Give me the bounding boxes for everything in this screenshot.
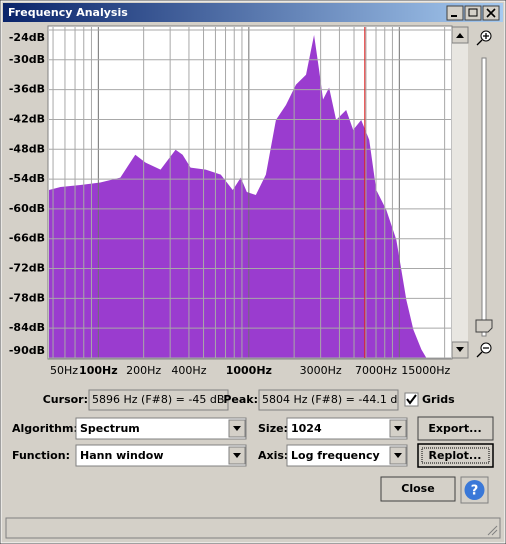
y-tick-label: -24dB xyxy=(9,31,45,44)
replot-button[interactable] xyxy=(417,443,494,468)
x-tick-label: 7000Hz xyxy=(355,364,397,377)
y-tick-label: -30dB xyxy=(9,53,45,66)
window-buttons[interactable] xyxy=(446,5,500,21)
axis-label: Axis: xyxy=(258,449,288,462)
dropdown-arrow xyxy=(394,426,402,431)
axis-value[interactable]: Log frequency xyxy=(291,449,380,462)
function-select[interactable] xyxy=(75,444,247,467)
peak-label: Peak: xyxy=(223,393,258,406)
cursor-readout: 5896 Hz (F#8) = -45 dB xyxy=(92,393,224,406)
export-label[interactable]: Export... xyxy=(428,422,481,435)
scroll-up-arrow xyxy=(456,33,464,38)
zoom-in-glyph xyxy=(476,33,489,46)
close-window-icon xyxy=(486,8,496,18)
replot-label[interactable]: Replot... xyxy=(429,449,482,462)
vertical-scrollbar[interactable] xyxy=(451,26,469,359)
peak-clip: 5804 Hz (F#8) = -44.1 dB xyxy=(262,393,405,406)
cursor-label: Cursor: xyxy=(43,393,88,406)
zoom-track[interactable] xyxy=(481,57,487,337)
export-button[interactable] xyxy=(417,416,494,441)
resize-grip[interactable] xyxy=(487,525,498,536)
dropdown-arrow xyxy=(394,453,402,458)
y-tick-label: -48dB xyxy=(9,142,45,155)
help-label[interactable]: ? xyxy=(471,484,479,499)
x-tick-label: 200Hz xyxy=(126,364,161,377)
help-icon xyxy=(464,480,485,500)
scroll-track[interactable] xyxy=(452,27,468,358)
peak-field xyxy=(258,389,399,411)
close-label[interactable]: Close xyxy=(401,482,434,495)
scroll-down-arrow xyxy=(456,347,464,352)
y-tick-label: -72dB xyxy=(9,262,45,275)
zoom-control[interactable] xyxy=(475,30,493,358)
function-value[interactable]: Hann window xyxy=(80,449,163,462)
y-tick-label: -66dB xyxy=(9,232,45,245)
y-tick-label: -78dB xyxy=(9,291,45,304)
title-bar xyxy=(3,3,503,22)
x-tick-label: 1000Hz xyxy=(226,364,272,377)
close-button[interactable] xyxy=(380,476,456,502)
grids-label[interactable]: Grids xyxy=(422,393,455,406)
cursor-field xyxy=(88,389,229,411)
dropdown-arrow xyxy=(233,453,241,458)
size-value[interactable]: 1024 xyxy=(291,422,322,435)
status-bar xyxy=(5,517,501,539)
dropdown-arrow xyxy=(233,426,241,431)
y-tick-label: -60dB xyxy=(9,202,45,215)
peak-readout: 5804 Hz (F#8) = -44.1 dB xyxy=(262,393,405,406)
maximize-icon xyxy=(468,8,478,17)
plot xyxy=(49,27,451,359)
cursor-clip: 5896 Hz (F#8) = -45 dB xyxy=(92,393,224,406)
algorithm-value[interactable]: Spectrum xyxy=(80,422,140,435)
algorithm-label: Algorithm: xyxy=(12,422,78,435)
y-tick-label: -42dB xyxy=(9,112,45,125)
x-tick-label: 50Hz xyxy=(50,364,78,377)
size-select[interactable] xyxy=(286,417,408,440)
grids-check xyxy=(406,394,417,405)
window-title: Frequency Analysis xyxy=(8,6,128,19)
x-tick-label: 100Hz xyxy=(79,364,118,377)
x-tick-label: 3000Hz xyxy=(300,364,342,377)
y-tick-label: -54dB xyxy=(9,172,45,185)
x-tick-label: 400Hz xyxy=(171,364,206,377)
maximize-button[interactable] xyxy=(464,5,482,21)
size-label: Size: xyxy=(258,422,288,435)
function-label: Function: xyxy=(12,449,70,462)
zoom-out-glyph xyxy=(476,347,489,358)
y-tick-label: -90dB xyxy=(9,344,45,357)
algorithm-select[interactable] xyxy=(75,417,247,440)
y-tick-label: -36dB xyxy=(9,83,45,96)
axis-select[interactable] xyxy=(286,444,408,467)
focus-rect xyxy=(421,447,490,464)
minimize-button[interactable] xyxy=(446,5,464,21)
y-tick-label: -84dB xyxy=(9,321,45,334)
zoom-thumb[interactable] xyxy=(475,319,493,333)
x-tick-label: 15000Hz xyxy=(401,364,450,377)
